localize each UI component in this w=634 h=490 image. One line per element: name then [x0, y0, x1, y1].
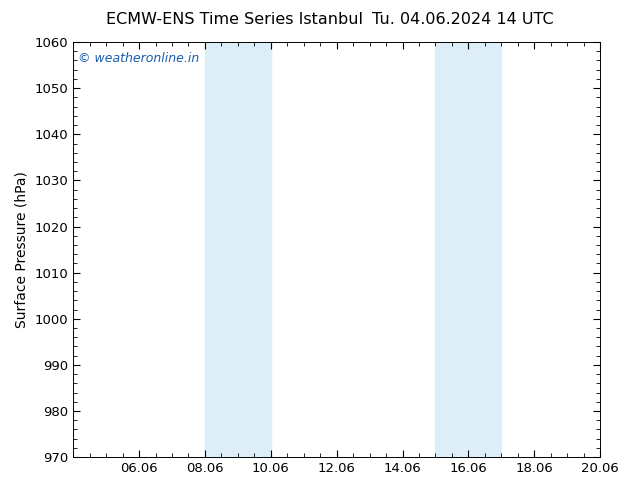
Bar: [436, 42, 501, 457]
Y-axis label: Surface Pressure (hPa): Surface Pressure (hPa): [15, 171, 29, 328]
Bar: [205, 42, 271, 457]
Text: © weatheronline.in: © weatheronline.in: [79, 52, 200, 66]
Text: Tu. 04.06.2024 14 UTC: Tu. 04.06.2024 14 UTC: [372, 12, 553, 27]
Text: ECMW-ENS Time Series Istanbul: ECMW-ENS Time Series Istanbul: [106, 12, 363, 27]
